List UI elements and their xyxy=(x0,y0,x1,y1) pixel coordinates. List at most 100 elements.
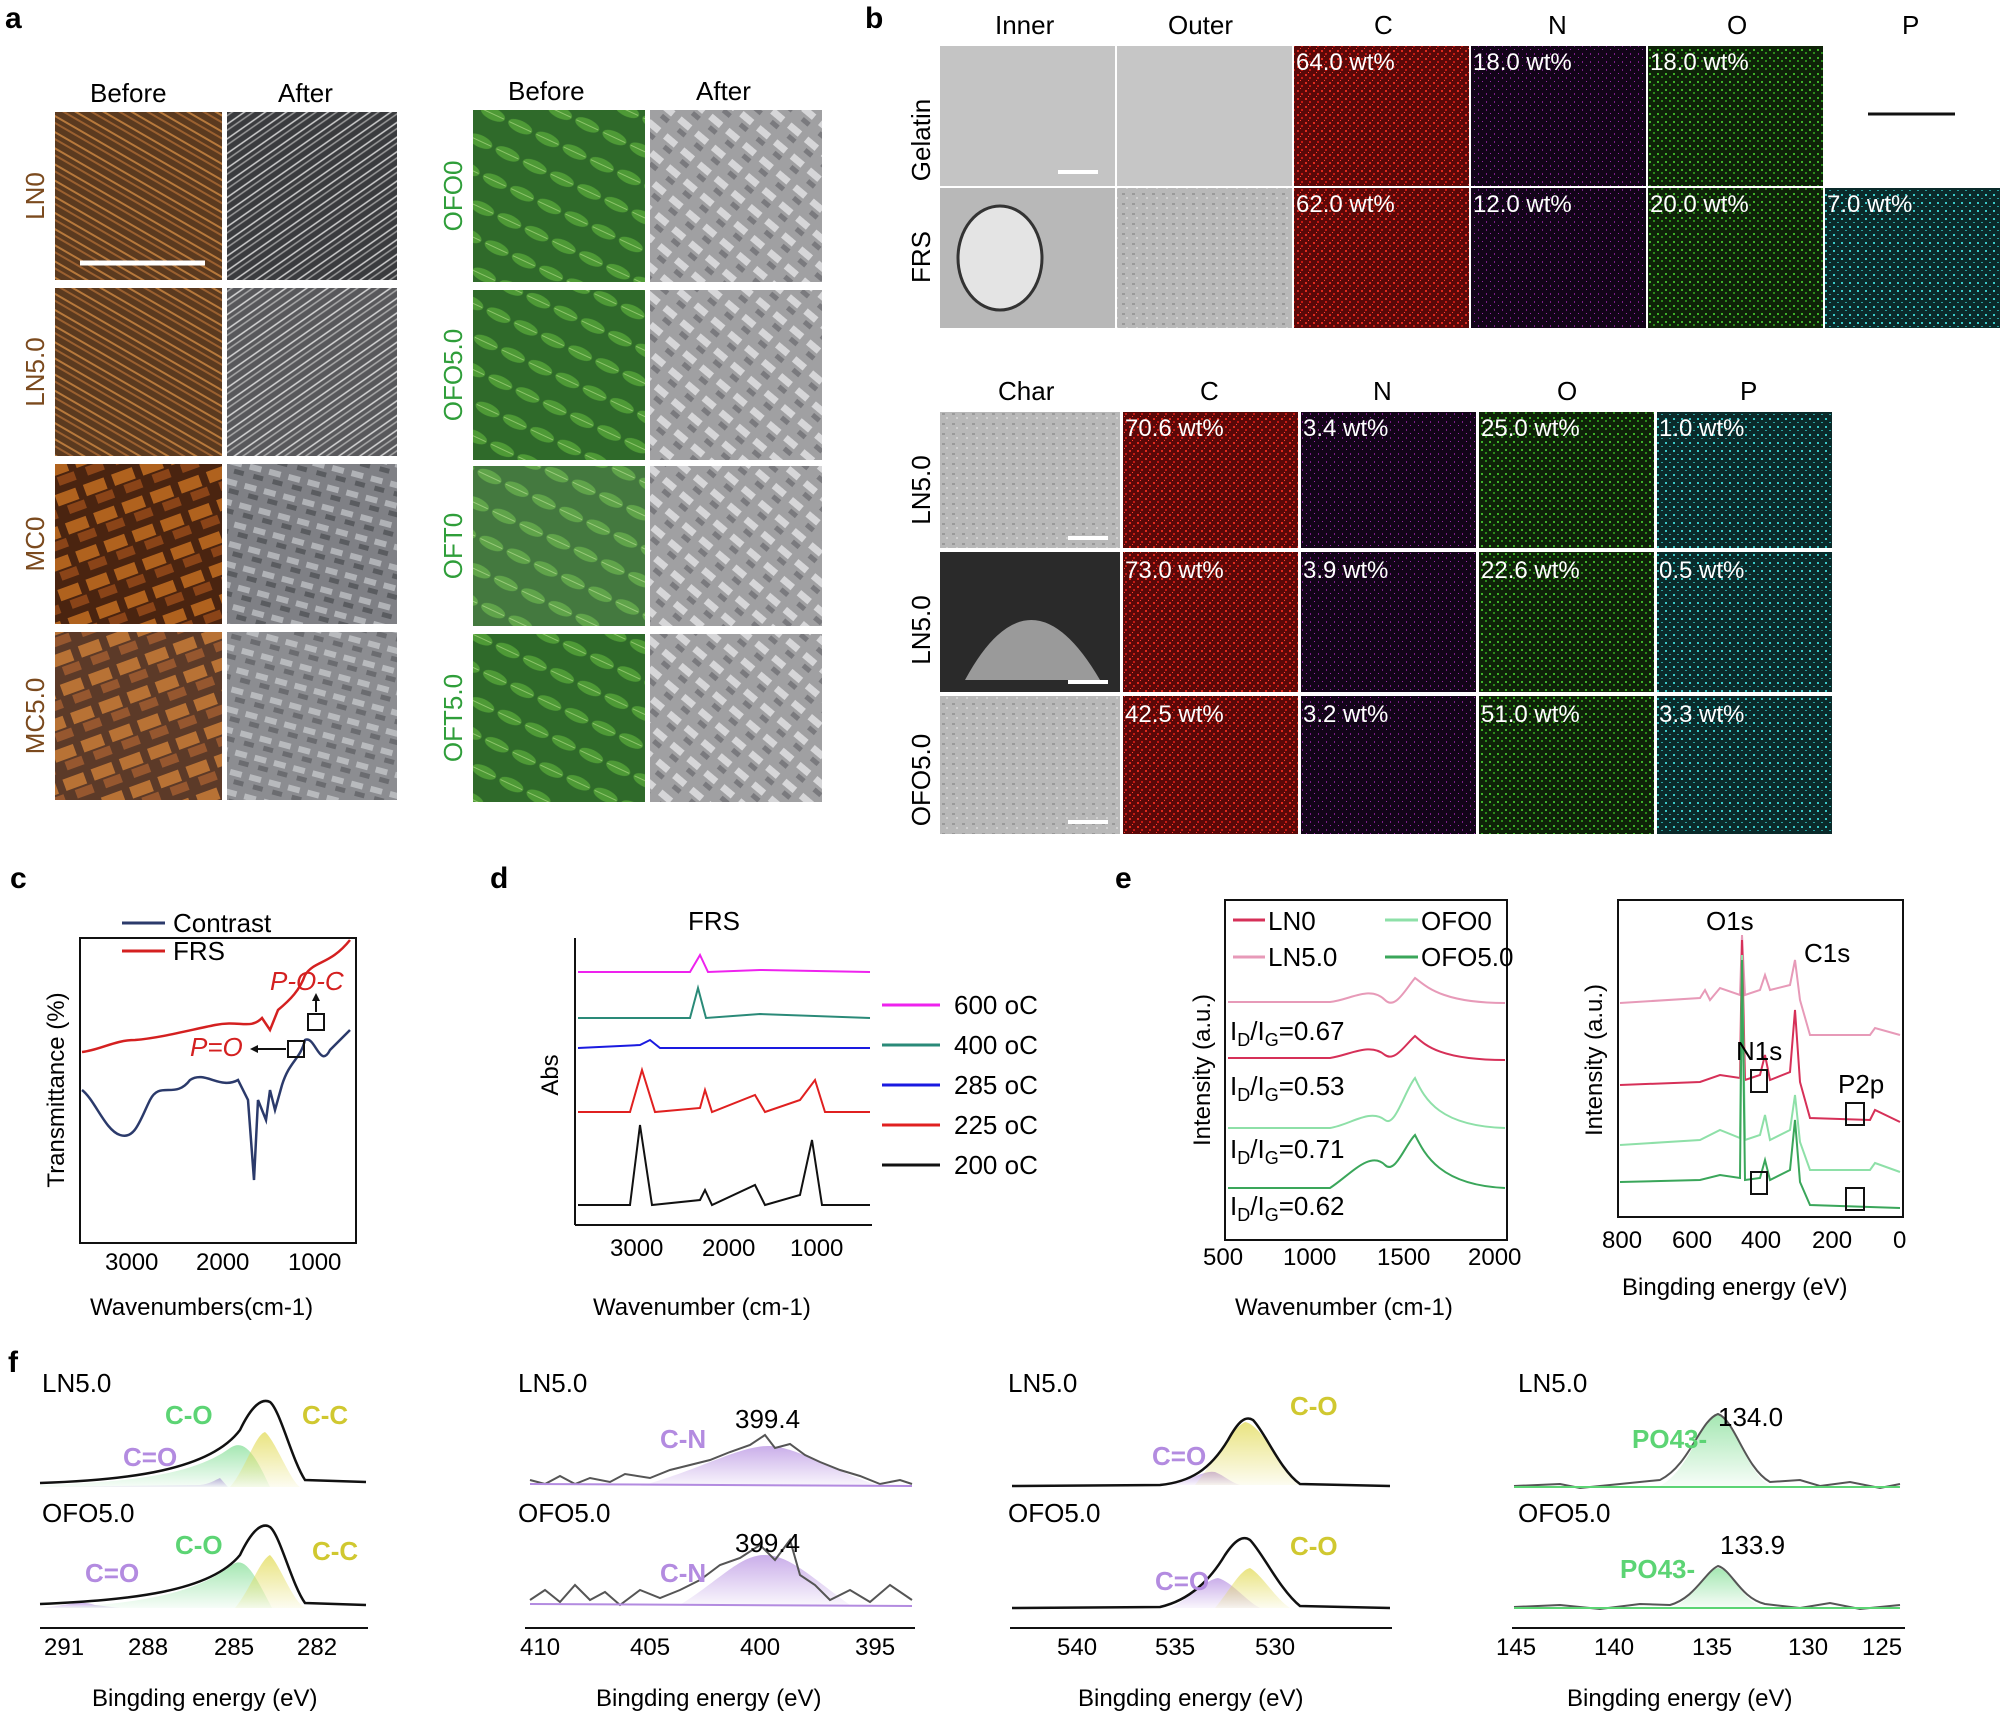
panel-label-b: b xyxy=(865,2,883,35)
wt-gelatin-o: 18.0 wt% xyxy=(1650,49,1749,76)
map-ln5b-n xyxy=(1301,552,1476,692)
f3-ln5-envelope xyxy=(1011,1417,1391,1488)
map-frs-o xyxy=(1648,188,1823,328)
sem-ln5-char-b-shape xyxy=(965,620,1100,680)
f3-tick-530: 530 xyxy=(1255,1634,1295,1661)
f3-ofo5-envelope xyxy=(1011,1536,1391,1610)
e1-line-ln0 xyxy=(1228,1034,1506,1061)
f2-ofo5-label-cn: C-N xyxy=(660,1558,706,1588)
f1-ofo5-label-c-double-o: C=O xyxy=(85,1558,139,1588)
f2-sample-ln5: LN5.0 xyxy=(518,1368,587,1398)
a-row-label-mc5: MC5.0 xyxy=(20,678,50,755)
f2-ln5-label-cn: C-N xyxy=(660,1424,706,1454)
f4-ln5-label-po4: PO43- xyxy=(1632,1424,1707,1454)
e2-ylabel: Intensity (a.u.) xyxy=(1581,984,1608,1136)
chart-c xyxy=(79,921,357,1244)
f3-sample-ofo5: OFO5.0 xyxy=(1008,1498,1100,1528)
wt-ln5a-n: 3.4 wt% xyxy=(1303,415,1388,442)
f2-xlabel: Bingding energy (eV) xyxy=(596,1685,821,1712)
b-row-frs: FRS xyxy=(906,231,936,283)
panel-label-d: d xyxy=(490,862,508,895)
a-row-label-oft0: OFT0 xyxy=(438,513,468,579)
e1-ratio-4-label: ID/IG=0.62 xyxy=(1230,1191,1345,1225)
c-arrowhead-poc xyxy=(312,993,320,1001)
wt-frs-c: 62.0 wt% xyxy=(1296,191,1395,218)
c-legend-contrast: Contrast xyxy=(173,908,272,938)
f3-tick-535: 535 xyxy=(1155,1634,1195,1661)
e2-tick-0: 0 xyxy=(1893,1227,1906,1254)
f2-tick-400: 400 xyxy=(740,1634,780,1661)
b2-head-char: Char xyxy=(998,376,1055,406)
e2-box-p2p-2 xyxy=(1845,1187,1865,1211)
e1-legend-ln0: LN0 xyxy=(1268,906,1316,936)
c-marker-po xyxy=(287,1040,305,1058)
f4-tick-125: 125 xyxy=(1862,1634,1902,1661)
e2-ann-n1s: N1s xyxy=(1736,1036,1782,1066)
e1-ratio-3-label: ID/IG=0.71 xyxy=(1230,1134,1345,1168)
photo-ln0-after xyxy=(227,112,397,280)
e1-legend-ofo0: OFO0 xyxy=(1421,906,1492,936)
e2-box-n1s-1 xyxy=(1750,1069,1768,1093)
photo-oft0-after xyxy=(650,466,822,626)
d-legend-285: 285 oC xyxy=(954,1070,1038,1100)
f1-ofo5-peak-co xyxy=(40,1562,272,1608)
wt-ln5b-o: 22.6 wt% xyxy=(1481,557,1580,584)
sem-gelatin-inner xyxy=(940,46,1115,186)
f3-sample-ln5: LN5.0 xyxy=(1008,1368,1077,1398)
a-right-photo-grid xyxy=(473,110,822,802)
b-head-o: O xyxy=(1727,10,1747,40)
b-bottom-grid xyxy=(940,412,1832,834)
a-row-label-ln0: LN0 xyxy=(20,172,50,220)
f1-ofo5-label-co: C-O xyxy=(175,1530,223,1560)
f1-ln5-peak-cc xyxy=(230,1432,300,1487)
c-contrast-curve xyxy=(81,1029,351,1181)
e1-ratio-2-label: ID/IG=0.53 xyxy=(1230,1071,1345,1105)
e1-line-ofo5 xyxy=(1228,1133,1506,1189)
e1-legend-ln5: LN5.0 xyxy=(1268,942,1337,972)
e1-plot-frame xyxy=(1224,899,1508,1241)
c-legend-frs: FRS xyxy=(173,936,225,966)
c-frs-curve xyxy=(81,939,351,1054)
photo-mc5-after xyxy=(227,632,397,800)
d-xlabel: Wavenumber (cm-1) xyxy=(593,1294,811,1321)
e1-tick-1000: 1000 xyxy=(1283,1244,1336,1271)
d-legend-225: 225 oC xyxy=(954,1110,1038,1140)
photo-mc0-after xyxy=(227,464,397,624)
wt-ln5a-o: 25.0 wt% xyxy=(1481,415,1580,442)
d-tick-2000: 2000 xyxy=(702,1235,755,1262)
f2-ofo5-peak-cn xyxy=(680,1555,850,1605)
c-ylabel: Transmittance (%) xyxy=(43,992,70,1187)
map-gelatin-c xyxy=(1294,46,1469,186)
e1-tick-500: 500 xyxy=(1203,1244,1243,1271)
c-plot-frame xyxy=(79,937,357,1244)
e1-ylabel: Intensity (a.u.) xyxy=(1189,994,1216,1146)
f4-xlabel: Bingding energy (eV) xyxy=(1567,1685,1792,1712)
f2-ofo5-value: 399.4 xyxy=(735,1528,800,1558)
d-line-400 xyxy=(578,984,871,1020)
a-left-before-header: Before xyxy=(90,78,167,108)
c-xlabel: Wavenumbers(cm-1) xyxy=(90,1294,313,1321)
f4-ln5-value: 134.0 xyxy=(1718,1402,1783,1432)
e2-line-ln0 xyxy=(1619,939,1901,1123)
f1-xlabel: Bingding energy (eV) xyxy=(92,1685,317,1712)
b-head-inner: Inner xyxy=(995,10,1055,40)
panel-label-a: a xyxy=(5,2,22,35)
f1-tick-285: 285 xyxy=(214,1634,254,1661)
map-ofo5-p xyxy=(1657,696,1832,834)
f1-sample-ln5: LN5.0 xyxy=(42,1368,111,1398)
map-ofo5-n xyxy=(1301,696,1476,834)
b-head-p: P xyxy=(1902,10,1919,40)
f4-ln5-peak-po4 xyxy=(1660,1415,1770,1486)
d-legend-600: 600 oC xyxy=(954,990,1038,1020)
b2-head-c: C xyxy=(1200,376,1219,406)
f4-sample-ln5: LN5.0 xyxy=(1518,1368,1587,1398)
f4-ofo5-peak-po4 xyxy=(1670,1568,1765,1608)
f4-sample-ofo5: OFO5.0 xyxy=(1518,1498,1610,1528)
e2-tick-400: 400 xyxy=(1741,1227,1781,1254)
f3-xlabel: Bingding energy (eV) xyxy=(1078,1685,1303,1712)
panel-label-e: e xyxy=(1115,862,1132,895)
e2-ann-o1s: O1s xyxy=(1706,906,1754,936)
e1-line-ln5 xyxy=(1228,976,1506,1004)
map-frs-n xyxy=(1471,188,1646,328)
